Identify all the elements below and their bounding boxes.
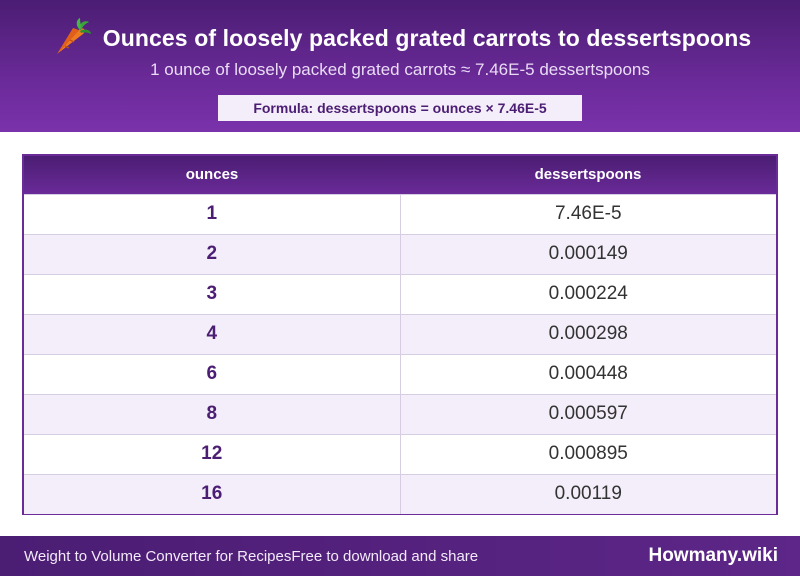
table-row: 8 0.000597 [24,393,776,434]
dessertspoons-cell: 0.000448 [400,353,776,394]
ounces-cell: 1 [24,193,401,234]
dessertspoons-cell: 0.000149 [400,233,776,274]
footer-share-note: Free to download and share [291,547,479,565]
column-header-ounces: ounces [185,166,239,184]
dessertspoons-cell: 0.000597 [400,393,776,434]
footer-bar: Weight to Volume Converter for Recipes F… [0,536,800,576]
formula-box: Formula: dessertspoons = ounces × 7.46E-… [218,95,582,121]
ounces-cell: 6 [24,353,401,394]
dessertspoons-cell: 7.46E-5 [400,193,776,234]
table-row: 4 0.000298 [24,313,776,354]
ounces-cell: 12 [24,433,401,474]
ounces-cell: 2 [24,233,401,274]
carrot-icon [49,16,93,60]
ounces-cell: 3 [24,273,401,314]
footer-converter-name: Weight to Volume Converter for Recipes [24,547,292,565]
dessertspoons-cell: 0.000224 [400,273,776,314]
ounces-cell: 4 [24,313,401,354]
ounces-cell: 8 [24,393,401,434]
column-header-dessertspoons: dessertspoons [534,166,642,184]
dessertspoons-cell: 0.000895 [400,433,776,474]
table-header-row: ounces dessertspoons [24,156,776,194]
table-row: 16 0.00119 [24,473,776,514]
dessertspoons-cell: 0.00119 [400,473,776,514]
conversion-table: ounces dessertspoons 1 7.46E-5 2 0.00014… [22,154,778,515]
table-row: 6 0.000448 [24,353,776,394]
table-row: 1 7.46E-5 [24,193,776,234]
conversion-summary: 1 ounce of loosely packed grated carrots… [150,60,650,79]
ounces-cell: 16 [24,473,401,514]
table-row: 12 0.000895 [24,433,776,474]
table-row: 2 0.000149 [24,233,776,274]
brand-link[interactable]: Howmany.wiki [648,545,778,566]
page-title: Ounces of loosely packed grated carrots … [102,24,752,51]
table-row: 3 0.000224 [24,273,776,314]
dessertspoons-cell: 0.000298 [400,313,776,354]
title-row: Ounces of loosely packed grated carrots … [0,16,800,60]
header-banner: Ounces of loosely packed grated carrots … [0,0,800,132]
